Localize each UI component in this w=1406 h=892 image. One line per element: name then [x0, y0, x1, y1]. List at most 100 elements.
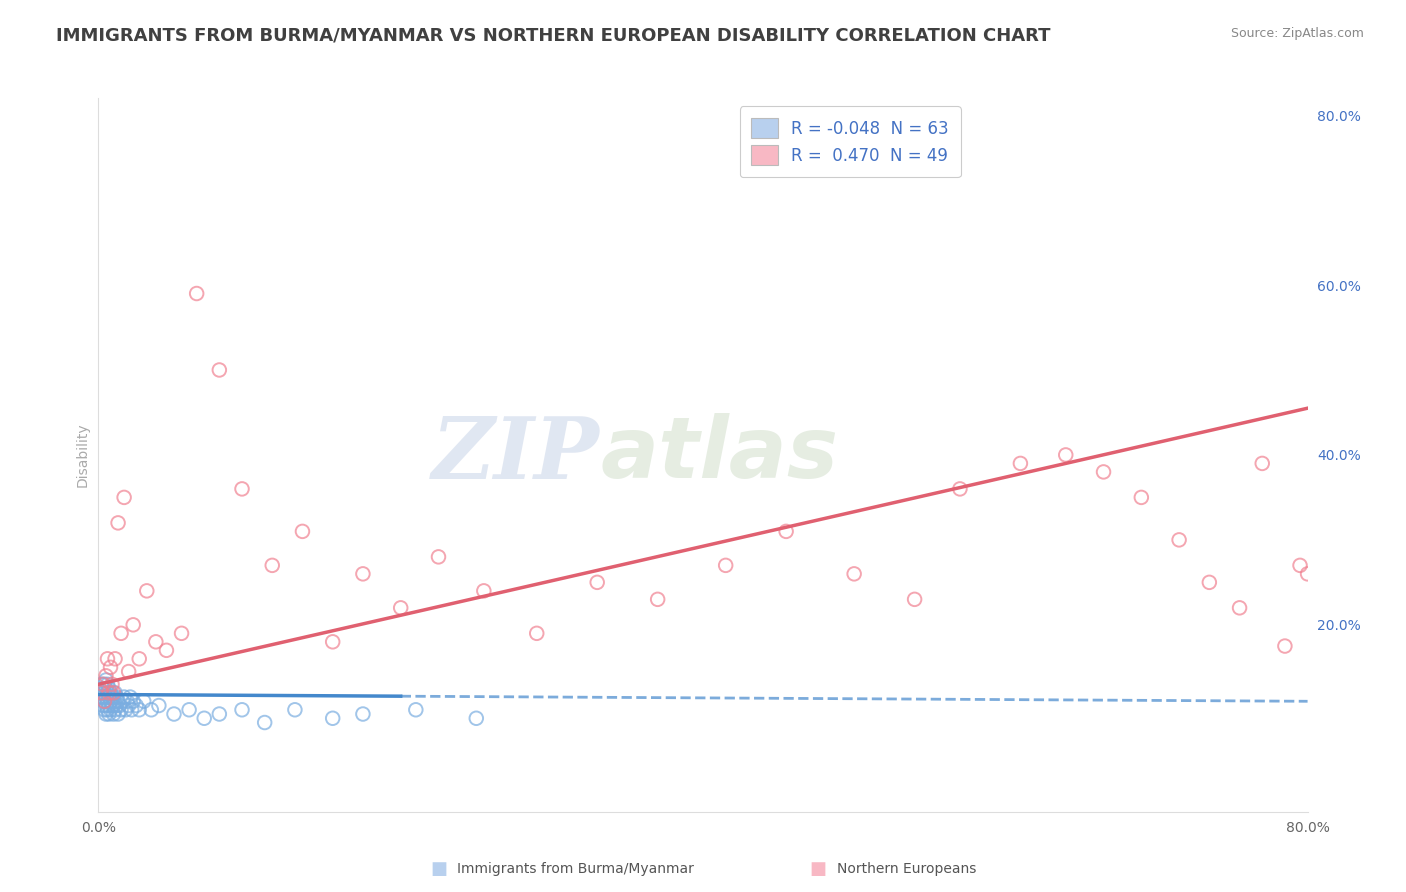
- Point: [90, 686, 112, 700]
- Point: [904, 592, 927, 607]
- Text: atlas: atlas: [600, 413, 838, 497]
- Point: [110, 703, 132, 717]
- Point: [208, 363, 231, 377]
- Text: ■: ■: [430, 860, 447, 878]
- Text: Source: ZipAtlas.com: Source: ZipAtlas.com: [1230, 27, 1364, 40]
- Point: [91, 698, 114, 713]
- Point: [352, 566, 374, 581]
- Legend: R = -0.048  N = 63, R =  0.470  N = 49: R = -0.048 N = 63, R = 0.470 N = 49: [740, 106, 960, 178]
- Point: [1130, 491, 1153, 505]
- Point: [94, 690, 117, 704]
- Point: [1010, 457, 1032, 471]
- Y-axis label: Disability: Disability: [76, 423, 90, 487]
- Point: [96, 652, 118, 666]
- Point: [135, 583, 157, 598]
- Point: [103, 698, 125, 713]
- Point: [170, 626, 193, 640]
- Point: [208, 706, 231, 721]
- Point: [114, 703, 136, 717]
- Point: [103, 706, 125, 721]
- Point: [101, 690, 124, 704]
- Text: IMMIGRANTS FROM BURMA/MYANMAR VS NORTHERN EUROPEAN DISABILITY CORRELATION CHART: IMMIGRANTS FROM BURMA/MYANMAR VS NORTHER…: [56, 27, 1050, 45]
- Text: ZIP: ZIP: [433, 413, 600, 497]
- Point: [322, 711, 344, 725]
- Point: [132, 694, 155, 708]
- Point: [91, 681, 114, 696]
- Point: [427, 549, 450, 564]
- Point: [284, 703, 307, 717]
- Point: [472, 583, 495, 598]
- Point: [91, 677, 114, 691]
- Text: Northern Europeans: Northern Europeans: [837, 862, 976, 876]
- Point: [93, 694, 115, 708]
- Point: [1168, 533, 1191, 547]
- Point: [108, 698, 131, 713]
- Point: [112, 690, 135, 704]
- Point: [89, 690, 111, 704]
- Point: [107, 706, 129, 721]
- Text: ■: ■: [810, 860, 827, 878]
- Point: [775, 524, 797, 539]
- Point: [104, 703, 127, 717]
- Point: [105, 698, 128, 713]
- Point: [526, 626, 548, 640]
- Point: [101, 698, 124, 713]
- Point: [1198, 575, 1220, 590]
- Point: [107, 516, 129, 530]
- Point: [91, 690, 114, 704]
- Point: [1054, 448, 1077, 462]
- Point: [1229, 600, 1251, 615]
- Point: [155, 643, 177, 657]
- Point: [118, 665, 141, 679]
- Point: [94, 669, 117, 683]
- Point: [145, 635, 167, 649]
- Point: [100, 686, 122, 700]
- Point: [1092, 465, 1115, 479]
- Point: [405, 703, 427, 717]
- Point: [121, 703, 143, 717]
- Point: [262, 558, 284, 573]
- Point: [103, 690, 125, 704]
- Point: [100, 703, 122, 717]
- Point: [103, 686, 125, 700]
- Point: [98, 690, 121, 704]
- Point: [163, 706, 186, 721]
- Point: [96, 686, 118, 700]
- Point: [100, 660, 122, 674]
- Point: [389, 600, 412, 615]
- Point: [94, 698, 117, 713]
- Point: [128, 703, 150, 717]
- Text: Immigrants from Burma/Myanmar: Immigrants from Burma/Myanmar: [457, 862, 693, 876]
- Point: [1289, 558, 1312, 573]
- Point: [105, 690, 128, 704]
- Point: [110, 626, 132, 640]
- Point: [122, 617, 145, 632]
- Point: [93, 703, 115, 717]
- Point: [101, 677, 124, 691]
- Point: [231, 482, 253, 496]
- Point: [186, 286, 208, 301]
- Point: [93, 686, 115, 700]
- Point: [98, 706, 121, 721]
- Point: [122, 694, 145, 708]
- Point: [96, 694, 118, 708]
- Point: [949, 482, 972, 496]
- Point: [322, 635, 344, 649]
- Point: [94, 681, 117, 696]
- Point: [93, 694, 115, 708]
- Point: [1296, 566, 1319, 581]
- Point: [93, 677, 115, 691]
- Point: [253, 715, 276, 730]
- Point: [96, 703, 118, 717]
- Point: [98, 686, 121, 700]
- Point: [291, 524, 314, 539]
- Point: [118, 698, 141, 713]
- Point: [90, 677, 112, 691]
- Point: [112, 491, 135, 505]
- Point: [465, 711, 488, 725]
- Point: [231, 703, 253, 717]
- Point: [1251, 457, 1274, 471]
- Point: [120, 690, 142, 704]
- Point: [104, 652, 127, 666]
- Point: [586, 575, 609, 590]
